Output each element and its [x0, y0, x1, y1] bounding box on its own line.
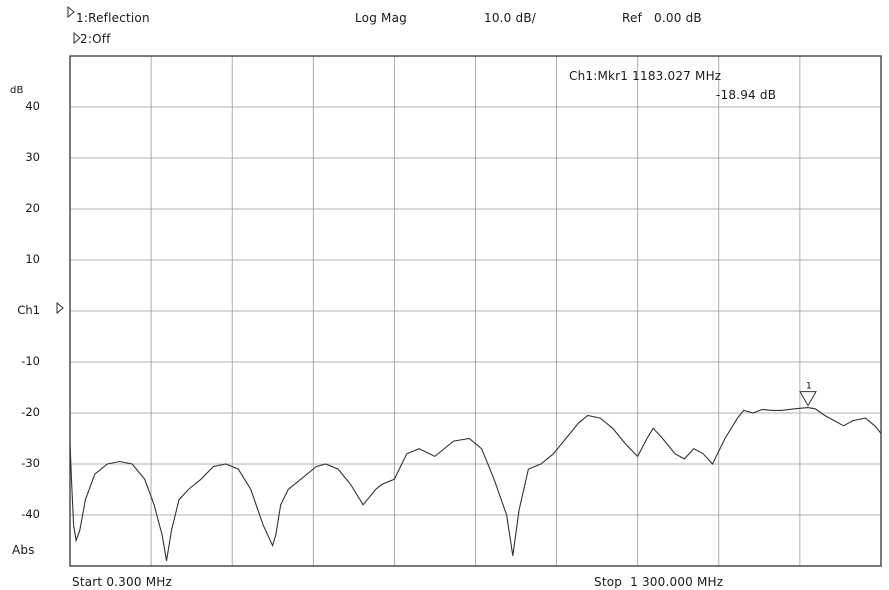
marker-readout-value: -18.94 dB: [716, 88, 777, 102]
channel2-label: 2:Off: [80, 32, 111, 46]
abs-label: Abs: [12, 543, 35, 557]
format-label: Log Mag: [355, 11, 407, 25]
marker-number-label: 1: [806, 382, 812, 392]
channel2-arrow-icon: [73, 31, 81, 45]
y-tick-label: -20: [21, 405, 40, 419]
y-tick-label: 30: [25, 150, 40, 164]
y-tick-label: -30: [21, 456, 40, 470]
ref-level-arrow-icon: [56, 301, 64, 315]
marker-1[interactable]: 1: [799, 382, 817, 407]
unit-label: dB: [10, 85, 24, 96]
plot-frame: [69, 55, 882, 567]
series-line: [69, 407, 882, 561]
y-tick-label: -10: [21, 354, 40, 368]
start-frequency-label: Start 0.300 MHz: [72, 575, 172, 589]
y-tick-label: Ch1: [17, 303, 40, 317]
y-tick-label: 10: [25, 252, 40, 266]
y-tick-label: 40: [25, 99, 40, 113]
scale-label: 10.0 dB/: [484, 11, 537, 25]
channel1-label: 1:Reflection: [76, 11, 150, 25]
y-tick-label: 20: [25, 201, 40, 215]
marker-readout-frequency: Ch1:Mkr1 1183.027 MHz: [569, 69, 722, 83]
chart-grid: [70, 56, 881, 566]
ref-label: Ref 0.00 dB: [622, 11, 702, 25]
channel1-arrow-icon: [67, 5, 75, 19]
y-tick-label: -40: [21, 507, 40, 521]
stop-frequency-label: Stop 1 300.000 MHz: [594, 575, 724, 589]
marker-triangle-icon: [799, 391, 817, 407]
